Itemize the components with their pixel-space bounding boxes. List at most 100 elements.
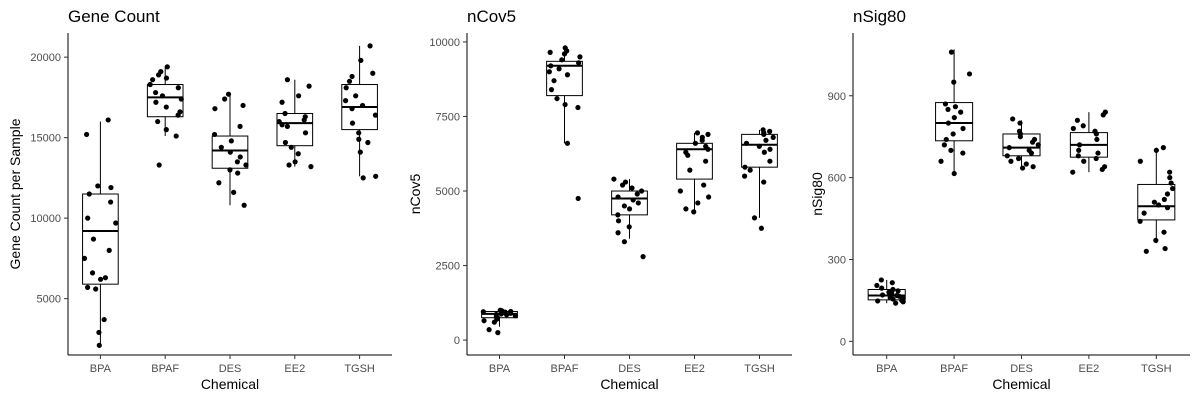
data-point <box>292 159 298 165</box>
data-point <box>279 99 285 105</box>
data-point <box>1167 169 1173 175</box>
data-point <box>284 77 291 83</box>
x-tick-label: TGSH <box>744 363 775 375</box>
x-tick-label: BPA <box>489 363 511 375</box>
chart-title: Gene Count <box>68 7 160 26</box>
data-point <box>241 202 247 208</box>
data-point <box>373 173 379 179</box>
data-point <box>747 167 753 173</box>
data-point <box>694 130 701 136</box>
y-tick-label: 900 <box>828 91 846 103</box>
data-point <box>575 104 581 111</box>
data-point <box>1095 150 1101 156</box>
data-point <box>234 159 240 165</box>
data-point <box>879 292 886 298</box>
data-point <box>85 215 91 221</box>
data-point <box>770 134 776 140</box>
data-point <box>216 180 222 186</box>
data-point <box>1167 175 1173 181</box>
y-tick-label: 15000 <box>30 133 61 145</box>
data-point <box>101 316 107 323</box>
data-point <box>491 319 497 325</box>
data-point <box>302 130 309 136</box>
data-point <box>629 185 635 191</box>
data-point <box>890 296 896 302</box>
x-tick-label: TGSH <box>344 363 375 375</box>
data-point <box>900 299 906 305</box>
data-point <box>761 131 767 137</box>
data-point <box>767 158 773 164</box>
y-tick-label: 10000 <box>30 213 61 225</box>
data-point <box>626 224 632 230</box>
data-point <box>958 109 964 115</box>
box-tgsh <box>341 45 378 177</box>
data-point <box>763 137 769 143</box>
data-point <box>286 162 292 168</box>
data-point <box>1168 180 1174 186</box>
data-point <box>626 206 633 212</box>
data-point <box>102 275 109 281</box>
y-axis-title: nCov5 <box>407 174 423 215</box>
data-point <box>683 206 689 212</box>
data-point <box>504 312 510 318</box>
data-point <box>495 330 501 336</box>
data-point <box>218 144 224 150</box>
data-point <box>564 140 571 146</box>
data-point <box>1004 153 1010 159</box>
data-point <box>108 184 114 191</box>
data-point <box>349 73 355 80</box>
data-point <box>556 66 562 72</box>
data-point <box>1070 169 1076 175</box>
data-point <box>150 77 156 83</box>
data-point <box>360 175 366 181</box>
data-point <box>175 112 181 118</box>
data-point <box>889 291 895 297</box>
data-point <box>306 83 312 89</box>
data-point <box>761 149 767 155</box>
data-point <box>1100 112 1106 118</box>
data-point <box>147 81 153 88</box>
x-tick-label: BPAF <box>151 363 179 375</box>
data-point <box>638 188 645 194</box>
data-point <box>1028 150 1035 156</box>
data-point <box>874 282 880 289</box>
y-tick-label: 7500 <box>436 111 460 123</box>
data-point <box>951 170 957 177</box>
data-point <box>480 309 486 315</box>
data-point <box>235 170 241 176</box>
data-point <box>498 311 504 317</box>
x-axis-title: Chemical <box>600 376 658 392</box>
data-point <box>741 173 748 179</box>
data-point <box>97 276 104 282</box>
data-point <box>703 158 709 164</box>
data-point <box>1023 161 1029 167</box>
data-point <box>1017 120 1023 126</box>
data-point <box>551 78 557 84</box>
data-point <box>353 93 359 99</box>
data-point <box>173 133 179 139</box>
data-point <box>163 75 170 81</box>
data-point <box>692 140 699 146</box>
x-tick-label: BPA <box>876 363 898 375</box>
data-point <box>108 199 114 205</box>
data-point <box>615 230 621 236</box>
data-point <box>367 43 373 49</box>
data-point <box>1161 196 1167 203</box>
data-point <box>951 114 957 121</box>
data-point <box>951 79 957 85</box>
data-point <box>372 112 379 118</box>
data-point <box>695 200 701 206</box>
data-point <box>284 123 290 129</box>
data-point <box>615 194 621 200</box>
data-point <box>1076 147 1082 153</box>
data-point <box>1093 155 1099 162</box>
data-point <box>81 255 88 261</box>
data-point <box>1006 145 1012 151</box>
data-point <box>295 151 301 157</box>
data-point <box>1160 145 1166 151</box>
data-point <box>699 137 705 143</box>
data-point <box>1153 237 1159 243</box>
data-point <box>486 327 492 333</box>
data-point <box>1093 131 1099 137</box>
